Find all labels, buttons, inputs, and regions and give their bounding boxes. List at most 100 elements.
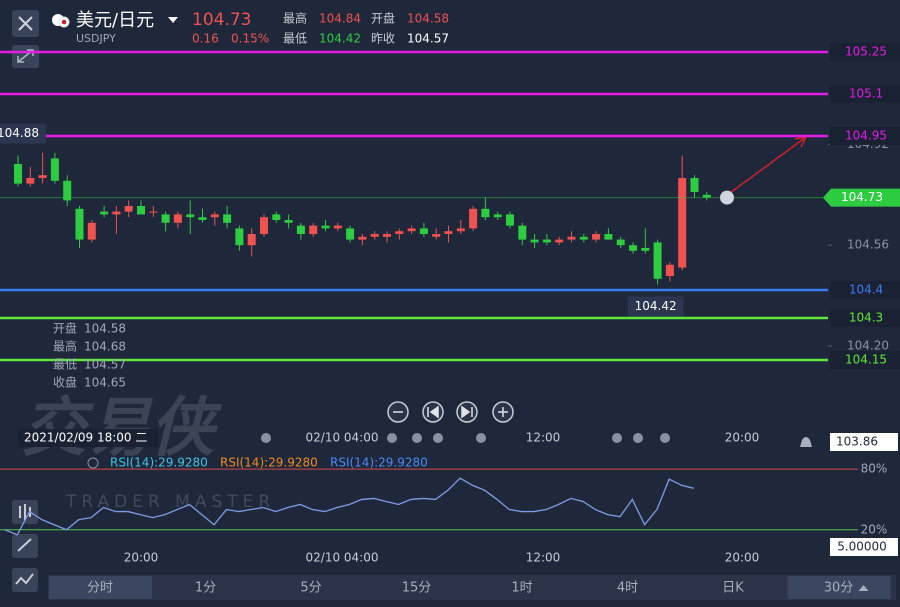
candle-body bbox=[100, 211, 109, 215]
level-box bbox=[830, 351, 900, 369]
symbol[interactable]: 美元/日元 bbox=[76, 10, 154, 31]
candle-body bbox=[321, 225, 330, 229]
candle-body bbox=[629, 245, 637, 251]
last-price-box bbox=[823, 188, 900, 207]
candle-body bbox=[456, 228, 465, 232]
candle-body bbox=[124, 206, 133, 212]
tab[interactable]: 1分 bbox=[195, 581, 216, 596]
candle-body bbox=[272, 214, 281, 220]
event-dot[interactable] bbox=[433, 433, 443, 443]
candle-body bbox=[358, 236, 367, 240]
candle-body bbox=[137, 206, 145, 215]
stat-label: 最低 bbox=[283, 32, 307, 46]
candle-body bbox=[383, 234, 391, 237]
ohlc-label: 最低 bbox=[53, 358, 77, 372]
x-label: 02/10 04:00 bbox=[306, 551, 379, 565]
candle-body bbox=[50, 158, 59, 181]
candle-body bbox=[26, 178, 35, 184]
level-label: 105.25 bbox=[845, 45, 887, 59]
event-dot[interactable] bbox=[261, 433, 271, 443]
candle-body bbox=[641, 248, 650, 251]
candle-body bbox=[395, 231, 404, 234]
candle-body bbox=[493, 214, 502, 218]
last-price-label: 104.73 bbox=[841, 190, 883, 204]
candle-body bbox=[75, 208, 84, 240]
high-marker-box bbox=[0, 123, 46, 144]
x-label: 20:00 bbox=[124, 551, 159, 565]
candle-body bbox=[309, 225, 318, 234]
ohlc-label: 开盘 bbox=[53, 321, 77, 336]
candle-body bbox=[296, 225, 305, 234]
rsi-legend: RSI(14):29.9280 bbox=[110, 456, 208, 470]
event-dot[interactable] bbox=[412, 433, 422, 443]
low-marker-label: 104.42 bbox=[635, 299, 677, 313]
x-label: 12:00 bbox=[526, 551, 561, 565]
change-pct: 0.15% bbox=[231, 32, 269, 46]
x-label: 12:00 bbox=[526, 431, 561, 445]
crosshair-price-box bbox=[830, 433, 898, 451]
tab-highlight bbox=[49, 576, 152, 599]
change: 0.16 bbox=[192, 32, 219, 46]
candle-body bbox=[653, 242, 662, 279]
tab[interactable]: 4时 bbox=[617, 581, 638, 596]
candle-body bbox=[186, 214, 195, 218]
candle-body bbox=[567, 236, 576, 240]
candle-body bbox=[592, 234, 601, 240]
candle-body bbox=[579, 236, 588, 240]
rsi-settings[interactable] bbox=[87, 457, 99, 469]
high-marker-label: 104.88 bbox=[0, 126, 39, 140]
candle-body bbox=[87, 222, 96, 240]
candle-body bbox=[678, 178, 687, 268]
candle-body bbox=[542, 239, 551, 243]
candle-body bbox=[432, 234, 441, 237]
candle-body bbox=[333, 225, 342, 229]
tool-draw[interactable] bbox=[12, 534, 38, 558]
candle-body bbox=[518, 225, 527, 240]
tool-icons bbox=[15, 504, 34, 585]
value-box bbox=[830, 538, 898, 556]
stat-label: 昨收 bbox=[371, 32, 395, 46]
ohlc-value: 104.58 bbox=[84, 322, 126, 336]
event-dot[interactable] bbox=[387, 433, 397, 443]
watermark-title: 交易侠 bbox=[22, 392, 222, 466]
watermark-subtitle: TRADER MASTER bbox=[65, 492, 275, 512]
candle-body bbox=[702, 194, 711, 198]
symbol-dropdown[interactable] bbox=[168, 17, 178, 23]
ohlc-value: 104.68 bbox=[84, 340, 126, 354]
info-icon[interactable] bbox=[720, 190, 734, 205]
candle-body bbox=[198, 217, 207, 220]
tab-caret bbox=[858, 585, 869, 591]
candle-body bbox=[444, 231, 453, 234]
event-dot[interactable] bbox=[633, 433, 643, 443]
tab[interactable]: 5分 bbox=[300, 581, 321, 596]
level-box bbox=[830, 43, 900, 61]
event-dot[interactable] bbox=[660, 433, 670, 443]
level-label: 104.3 bbox=[849, 311, 883, 325]
candle-body bbox=[604, 234, 613, 240]
candle-body bbox=[616, 239, 625, 246]
tab[interactable]: 日K bbox=[722, 581, 744, 596]
candle-body bbox=[530, 239, 539, 243]
flag-jp-dot bbox=[61, 19, 67, 25]
level-label: 104.15 bbox=[845, 353, 887, 367]
tab[interactable]: 分时 bbox=[87, 581, 113, 596]
candle-body bbox=[38, 175, 47, 178]
x-label: 20:00 bbox=[725, 431, 760, 445]
tool-indicator[interactable] bbox=[12, 568, 38, 592]
candle-body bbox=[223, 214, 232, 223]
tab[interactable]: 30分 bbox=[824, 581, 854, 596]
alert-icon[interactable] bbox=[800, 437, 812, 447]
symbol-code: USDJPY bbox=[76, 32, 116, 45]
y-tick-label: 104.56 bbox=[847, 238, 889, 252]
event-dot[interactable] bbox=[612, 433, 622, 443]
candle-body bbox=[149, 211, 158, 213]
ohlc-value: 104.57 bbox=[84, 358, 126, 372]
tab[interactable]: 15分 bbox=[402, 581, 432, 596]
y-tick-label: 104.20 bbox=[847, 339, 889, 353]
event-dot[interactable] bbox=[476, 433, 486, 443]
rsi-line bbox=[4, 477, 694, 536]
tab[interactable]: 1时 bbox=[511, 581, 532, 596]
ohlc-label: 最高 bbox=[53, 339, 77, 354]
